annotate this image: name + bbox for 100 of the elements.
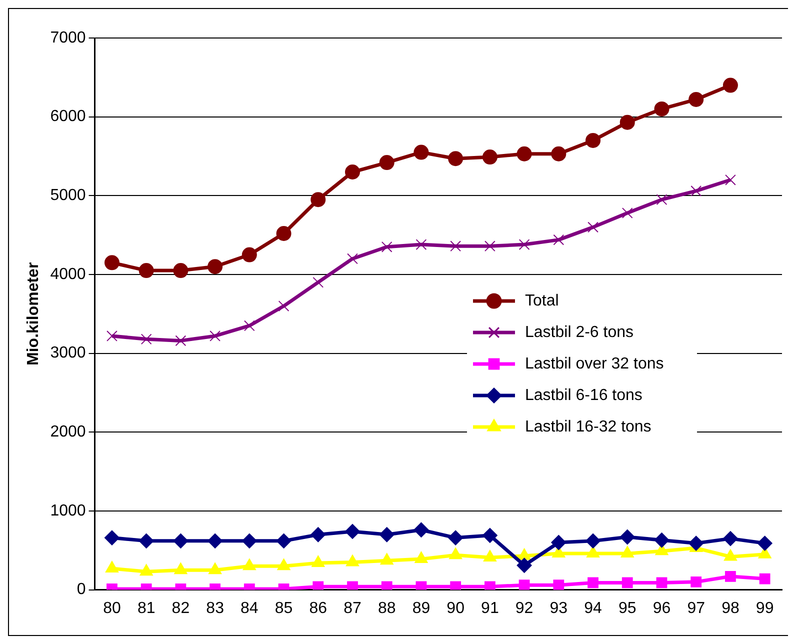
legend-label: Lastbil over 32 tons (525, 355, 664, 372)
point (724, 549, 738, 561)
point (276, 226, 292, 241)
point (620, 529, 635, 544)
point (656, 577, 668, 588)
legend-label: Lastbil 2-6 tons (525, 324, 634, 341)
point (448, 151, 464, 166)
y-tick-label: 0 (76, 581, 86, 598)
point (138, 533, 154, 548)
point (242, 533, 257, 548)
x-tick-label: 98 (722, 600, 740, 617)
point (690, 576, 702, 588)
x-tick-label: 85 (274, 600, 293, 617)
x-tick-label: 89 (412, 600, 430, 617)
point (586, 546, 600, 558)
point (759, 573, 770, 584)
point (588, 222, 598, 233)
point (654, 532, 670, 548)
point (414, 144, 429, 160)
x-tick-label: 91 (481, 600, 499, 617)
point (414, 552, 428, 564)
y-tick-label: 4000 (50, 266, 86, 283)
x-tick-label: 97 (687, 600, 706, 617)
point (482, 528, 498, 543)
y-tick-label: 3000 (50, 344, 86, 362)
point (414, 522, 429, 538)
point (553, 580, 564, 590)
y-tick-label: 7000 (50, 29, 86, 46)
x-tick-label: 87 (344, 600, 362, 617)
point (344, 164, 360, 180)
point (106, 330, 118, 342)
point (210, 330, 221, 342)
x-tick-label: 94 (584, 600, 602, 617)
point (381, 241, 392, 252)
point (551, 146, 566, 162)
point (690, 185, 702, 196)
legend-label: Lastbil 16-32 tons (525, 418, 652, 436)
point (310, 527, 326, 542)
point (654, 101, 670, 116)
point (244, 320, 255, 332)
legend-label: Lastbil 6-16 tons (525, 386, 642, 404)
point (450, 240, 462, 252)
point (516, 146, 532, 162)
point (173, 263, 188, 278)
point (379, 155, 394, 170)
x-tick-label: 93 (550, 600, 568, 617)
x-tick-label: 88 (378, 600, 396, 617)
point (347, 253, 358, 264)
point (483, 550, 496, 562)
point (588, 577, 598, 588)
x-tick-label: 86 (309, 600, 328, 617)
y-tick-label: 6000 (50, 108, 86, 126)
x-tick-label: 83 (206, 600, 224, 617)
point (346, 554, 360, 566)
x-tick-label: 84 (240, 600, 258, 617)
y-tick-label: 5000 (50, 187, 86, 204)
x-tick-label: 99 (756, 600, 774, 617)
point (622, 208, 633, 218)
point (242, 247, 257, 262)
point (174, 562, 188, 574)
point (312, 581, 324, 590)
point (482, 150, 498, 165)
point (586, 533, 601, 548)
point (518, 548, 531, 560)
point (208, 562, 222, 574)
point (381, 581, 392, 590)
point (276, 533, 292, 548)
point (312, 556, 325, 567)
point (620, 546, 634, 558)
point (104, 530, 120, 546)
point (484, 581, 496, 590)
point (344, 524, 360, 539)
point (173, 533, 188, 548)
x-tick-label: 96 (652, 600, 671, 617)
point (416, 239, 427, 250)
point (208, 259, 223, 274)
point (516, 558, 532, 573)
legend-label: Total (525, 292, 559, 310)
x-tick-label: 90 (446, 600, 465, 617)
point (722, 531, 738, 546)
point (757, 536, 772, 551)
point (688, 536, 704, 551)
point (140, 564, 153, 576)
point (208, 533, 223, 548)
point (175, 335, 186, 346)
point (448, 530, 464, 546)
point (722, 78, 738, 93)
y-tick-label: 1000 (50, 502, 86, 520)
point (688, 92, 704, 107)
point (518, 580, 530, 590)
point (725, 570, 736, 582)
point (380, 553, 394, 565)
point (242, 558, 256, 570)
point (551, 535, 566, 550)
point (725, 174, 736, 186)
point (484, 240, 496, 252)
point (277, 558, 290, 570)
point (620, 114, 635, 130)
point (105, 561, 119, 573)
x-tick-label: 92 (515, 600, 534, 617)
